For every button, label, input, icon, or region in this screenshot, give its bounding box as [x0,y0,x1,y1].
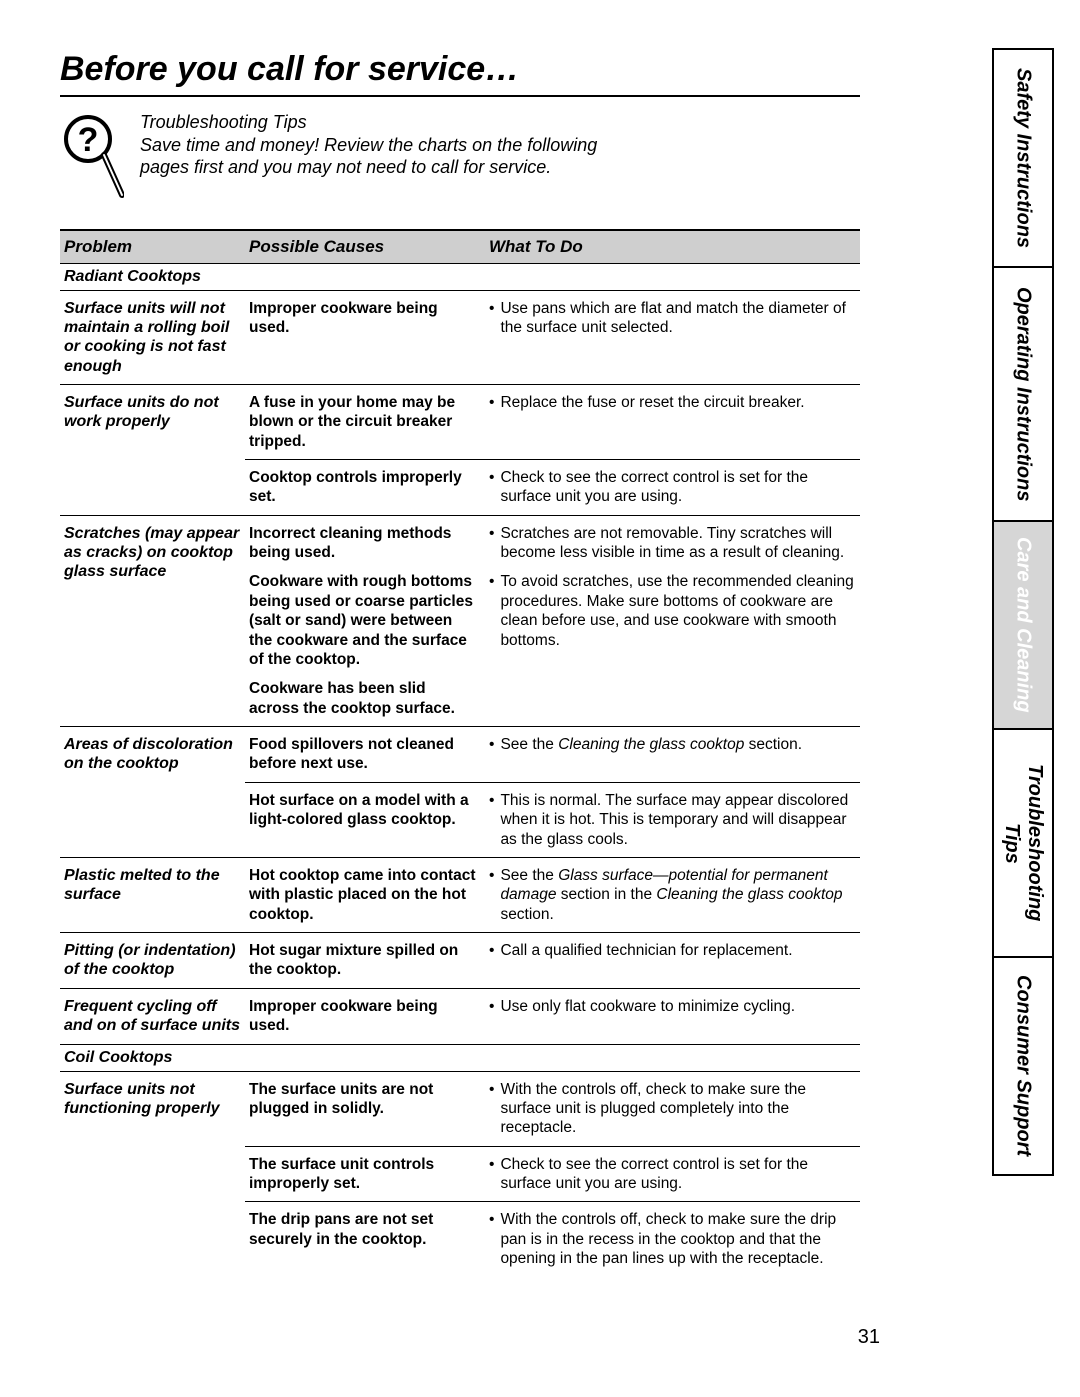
r4-todo-b: •This is normal. The surface may appear … [485,782,860,857]
r3-cause-b: Cookware with rough bottoms being used o… [245,570,485,677]
r2-cause-a: A fuse in your home may be blown or the … [245,384,485,459]
r3-todo-b: •To avoid scratches, use the recommended… [485,570,860,677]
tab-safety[interactable]: Safety Instructions [992,48,1054,268]
r3-todo-a-text: Scratches are not removable. Tiny scratc… [500,524,856,563]
row-r4a: Areas of discoloration on the cooktop Fo… [60,727,860,783]
r3-todo-a: •Scratches are not removable. Tiny scrat… [485,515,860,570]
r2-todo-b-text: Check to see the correct control is set … [500,468,856,507]
row-r1: Surface units will not maintain a rollin… [60,291,860,385]
c1-cause-c: The drip pans are not set securely in th… [245,1202,485,1277]
tab-troubleshooting[interactable]: Troubleshooting Tips [992,728,1054,958]
r4-problem: Areas of discoloration on the cooktop [60,727,245,858]
side-tabs: Safety Instructions Operating Instructio… [992,48,1054,1174]
row-r7: Frequent cycling off and on of surface u… [60,988,860,1044]
tips-text: Troubleshooting Tips Save time and money… [140,111,597,179]
r5-todo-text: See the Glass surface—potential for perm… [500,866,856,924]
help-icon: ? [60,111,124,201]
c1-problem: Surface units not functioning properly [60,1071,245,1277]
r1-todo-text: Use pans which are flat and match the di… [500,299,856,338]
section-coil-label: Coil Cooktops [60,1044,860,1071]
row-r2a: Surface units do not work properly A fus… [60,384,860,459]
row-r5: Plastic melted to the surface Hot cookto… [60,857,860,932]
row-r6: Pitting (or indentation) of the cooktop … [60,933,860,989]
r2-problem: Surface units do not work properly [60,384,245,515]
r6-cause: Hot sugar mixture spilled on the cooktop… [245,933,485,989]
c1-todo-b-text: Check to see the correct control is set … [500,1155,856,1194]
page-title: Before you call for service… [60,50,860,97]
tips-heading: Troubleshooting Tips [140,111,597,134]
tips-line1: Save time and money! Review the charts o… [140,134,597,157]
r3-todo-b-text: To avoid scratches, use the recommended … [500,572,856,650]
intro-row: ? Troubleshooting Tips Save time and mon… [60,111,1020,201]
r5-problem: Plastic melted to the surface [60,857,245,932]
r6-problem: Pitting (or indentation) of the cooktop [60,933,245,989]
r3-problem: Scratches (may appear as cracks) on cook… [60,515,245,726]
r4-todo-a: •See the Cleaning the glass cooktop sect… [485,727,860,783]
section-radiant-label: Radiant Cooktops [60,264,860,291]
col-problem: Problem [60,230,245,264]
col-causes: Possible Causes [245,230,485,264]
r4-todo-b-text: This is normal. The surface may appear d… [500,791,856,849]
row-c1a: Surface units not functioning properly T… [60,1071,860,1146]
c1-todo-a: •With the controls off, check to make su… [485,1071,860,1146]
c1-cause-a: The surface units are not plugged in sol… [245,1071,485,1146]
r5-todo: •See the Glass surface—potential for per… [485,857,860,932]
c1-todo-b: •Check to see the correct control is set… [485,1146,860,1202]
tips-line2: pages first and you may not need to call… [140,156,597,179]
tab-consumer[interactable]: Consumer Support [992,956,1054,1176]
r2-todo-a: •Replace the fuse or reset the circuit b… [485,384,860,459]
row-r3a: Scratches (may appear as cracks) on cook… [60,515,860,570]
c1-todo-c: •With the controls off, check to make su… [485,1202,860,1277]
page-number: 31 [858,1326,880,1349]
r3-cause-c: Cookware has been slid across the cookto… [245,677,485,726]
r2-cause-b: Cooktop controls improperly set. [245,459,485,515]
r2-todo-a-text: Replace the fuse or reset the circuit br… [500,393,804,412]
r7-problem: Frequent cycling off and on of surface u… [60,988,245,1044]
r6-todo-text: Call a qualified technician for replacem… [500,941,792,960]
r1-todo: •Use pans which are flat and match the d… [485,291,860,385]
c1-todo-a-text: With the controls off, check to make sur… [500,1080,856,1138]
r3-cause-a: Incorrect cleaning methods being used. [245,515,485,570]
r7-todo: •Use only flat cookware to minimize cycl… [485,988,860,1044]
tab-operating[interactable]: Operating Instructions [992,266,1054,522]
r5-cause: Hot cooktop came into contact with plast… [245,857,485,932]
r7-cause: Improper cookware being used. [245,988,485,1044]
r1-problem: Surface units will not maintain a rollin… [60,291,245,385]
r4-cause-b: Hot surface on a model with a light-colo… [245,782,485,857]
c1-todo-c-text: With the controls off, check to make sur… [500,1210,856,1268]
svg-text:?: ? [78,121,99,159]
r4-cause-a: Food spillovers not cleaned before next … [245,727,485,783]
r2-todo-b: •Check to see the correct control is set… [485,459,860,515]
troubleshooting-table: Problem Possible Causes What To Do Radia… [60,229,860,1277]
tab-care[interactable]: Care and Cleaning [992,520,1054,730]
r1-cause: Improper cookware being used. [245,291,485,385]
section-radiant: Radiant Cooktops [60,264,860,291]
r3-todo-c [485,677,860,726]
c1-cause-b: The surface unit controls improperly set… [245,1146,485,1202]
col-todo: What To Do [485,230,860,264]
page-container: Before you call for service… ? Troublesh… [0,0,1080,1397]
table-header-row: Problem Possible Causes What To Do [60,230,860,264]
r4-todo-a-text: See the Cleaning the glass cooktop secti… [500,735,802,754]
r7-todo-text: Use only flat cookware to minimize cycli… [500,997,795,1016]
r6-todo: •Call a qualified technician for replace… [485,933,860,989]
section-coil: Coil Cooktops [60,1044,860,1071]
